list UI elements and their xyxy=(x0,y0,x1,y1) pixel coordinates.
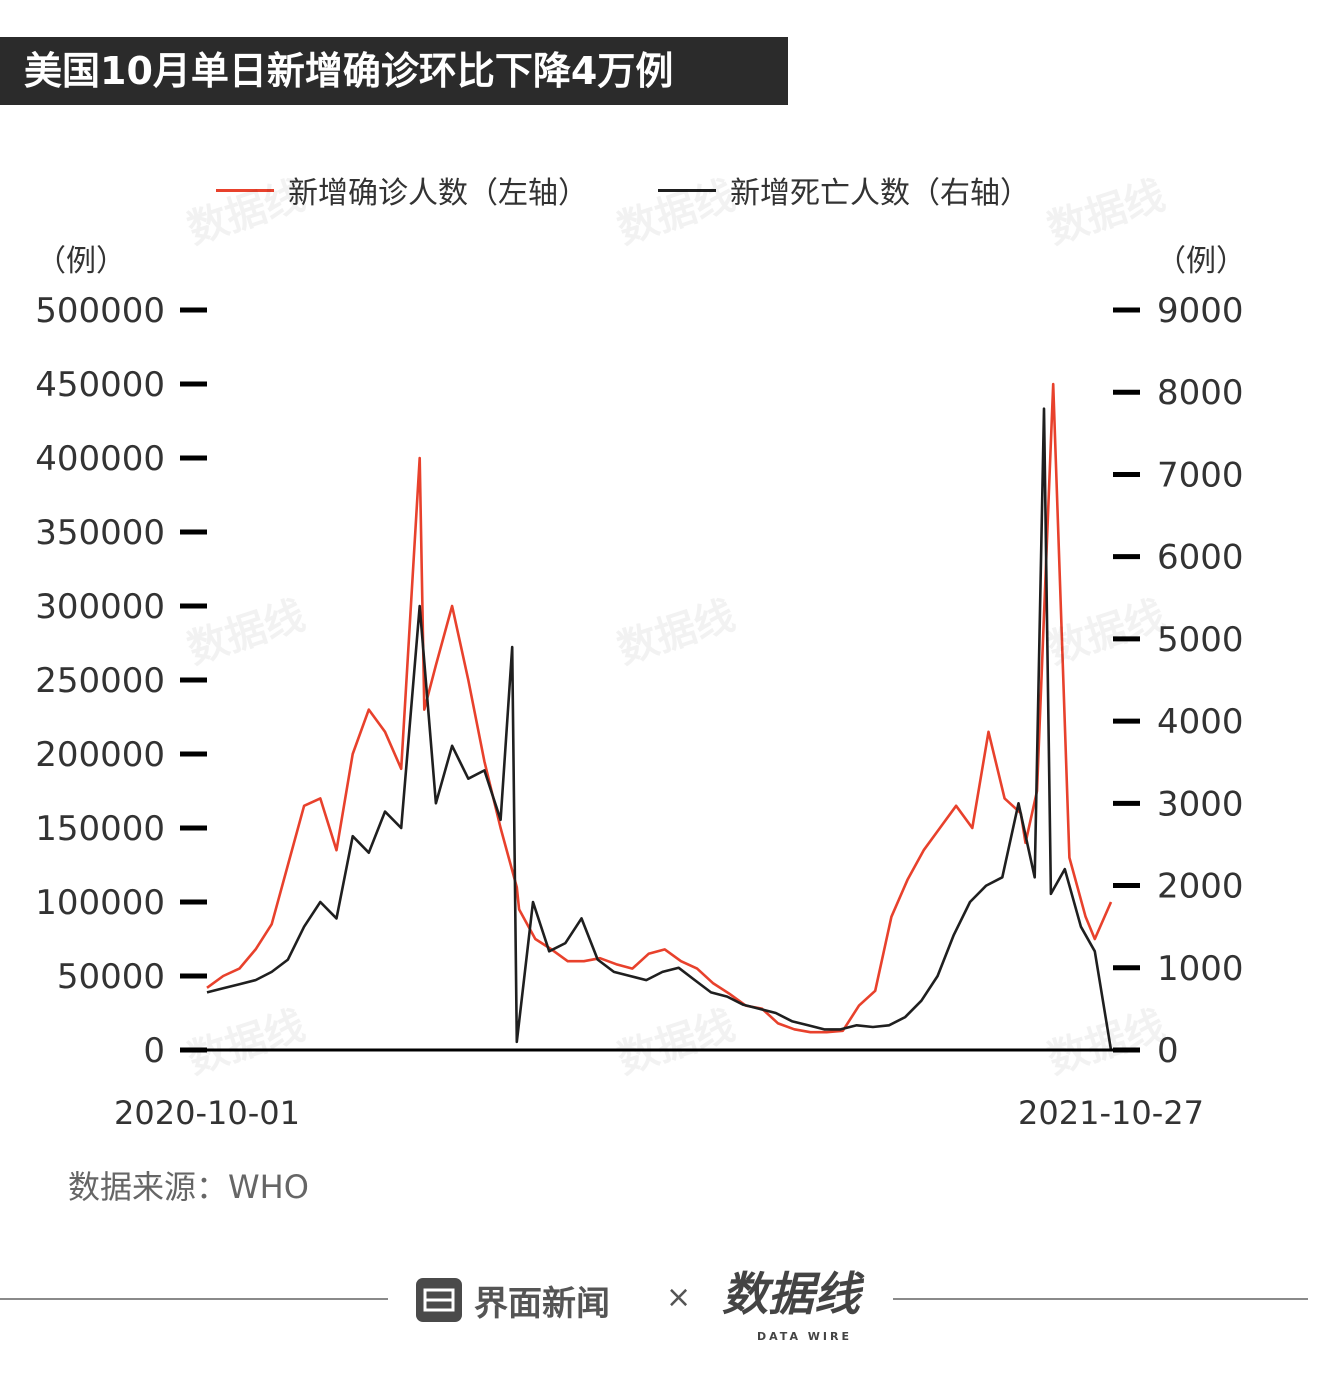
left-tick-label: 400000 xyxy=(35,439,165,479)
footer-partner-sub: DATA WIRE xyxy=(757,1330,852,1343)
right-tick-label: 3000 xyxy=(1157,784,1244,824)
jiemian-logo-icon xyxy=(416,1278,462,1322)
legend-item-deaths: 新增死亡人数（右轴） xyxy=(658,165,1030,215)
legend: 新增确诊人数（左轴） 新增死亡人数（右轴） xyxy=(0,165,1333,215)
legend-label-deaths: 新增死亡人数（右轴） xyxy=(730,176,1030,211)
series-line-deaths xyxy=(206,407,1113,1051)
right-tick-label: 0 xyxy=(1157,1031,1179,1071)
right-tick-label: 8000 xyxy=(1157,373,1244,413)
data-source-note: 数据来源：WHO xyxy=(68,1168,309,1206)
left-tick-label: 350000 xyxy=(35,513,165,553)
right-tick-label: 1000 xyxy=(1157,949,1244,989)
x-tick-label-start: 2020-10-01 xyxy=(114,1094,300,1132)
left-tick-label: 100000 xyxy=(35,883,165,923)
footer-times: × xyxy=(666,1280,692,1315)
series-layer xyxy=(206,382,1113,1051)
footer-brand: 界面新闻 xyxy=(474,1284,610,1324)
series-line-cases xyxy=(206,382,1113,1034)
left-tick-label: 0 xyxy=(143,1031,165,1071)
chart-svg: 0500001000001500002000002500003000003500… xyxy=(35,291,1244,1132)
right-tick-label: 7000 xyxy=(1157,455,1244,495)
left-axis: 0 50000 100000 150000 200000 250000 300000 3500… xyxy=(35,291,207,1071)
right-tick-label: 5000 xyxy=(1157,620,1244,660)
legend-swatch-deaths xyxy=(658,188,716,192)
right-tick-label: 2000 xyxy=(1157,867,1244,907)
right-tick-label: 4000 xyxy=(1157,702,1244,742)
legend-swatch-cases xyxy=(216,188,274,192)
footer-divider-right xyxy=(893,1298,1308,1300)
left-tick-label: 300000 xyxy=(35,587,165,627)
right-axis: 0 1000 2000 3000 4000 5000 6000 7000 8000 9000 xyxy=(1113,291,1244,1071)
left-tick-label: 150000 xyxy=(35,809,165,849)
left-tick-label: 450000 xyxy=(35,365,165,405)
left-axis-unit: （例） xyxy=(36,244,126,279)
chart-title: 美国10月单日新增确诊环比下降4万例 xyxy=(0,37,788,105)
left-tick-label: 200000 xyxy=(35,735,165,775)
left-tick-label: 500000 xyxy=(35,291,165,331)
right-tick-label: 9000 xyxy=(1157,291,1244,331)
footer-partner-logo: 数据线 xyxy=(722,1267,860,1321)
right-axis-unit: （例） xyxy=(1156,244,1246,279)
x-axis: 2020-10-01 2021-10-27 xyxy=(114,1094,1204,1132)
footer-divider-left xyxy=(0,1298,388,1300)
right-tick-label: 6000 xyxy=(1157,538,1244,578)
left-tick-label: 250000 xyxy=(35,661,165,701)
x-tick-label-end: 2021-10-27 xyxy=(1018,1094,1204,1132)
left-tick-label: 50000 xyxy=(57,957,165,997)
legend-item-cases: 新增确诊人数（左轴） xyxy=(216,165,588,215)
legend-label-cases: 新增确诊人数（左轴） xyxy=(288,176,588,211)
